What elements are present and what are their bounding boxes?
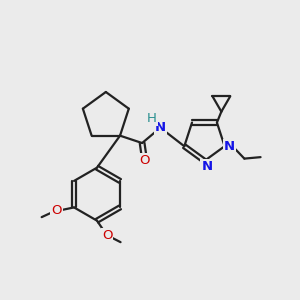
Text: H: H (147, 112, 157, 125)
Text: O: O (139, 154, 150, 167)
Text: O: O (51, 204, 62, 217)
Text: N: N (224, 140, 235, 153)
Text: N: N (201, 160, 212, 173)
Text: N: N (155, 121, 166, 134)
Text: O: O (102, 229, 112, 242)
